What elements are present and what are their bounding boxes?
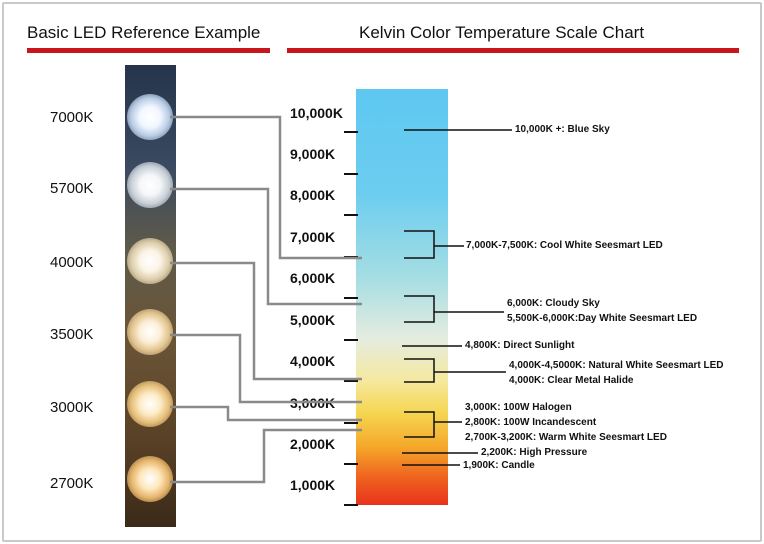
led-header-underline	[27, 48, 270, 53]
led-2700k	[127, 456, 173, 502]
scale-tick	[344, 173, 358, 175]
kelvin-header-underline	[287, 48, 739, 53]
connector-3500k	[170, 333, 362, 404]
kelvin-label-5000: 5,000K	[290, 312, 336, 328]
kelvin-label-8000: 8,000K	[290, 187, 336, 203]
strip-label-3500k: 3500K	[50, 326, 94, 343]
led-5700k	[127, 162, 173, 208]
led-3000k	[127, 381, 173, 427]
bracket-natural-white	[404, 358, 435, 383]
kelvin-color-scale	[356, 89, 448, 505]
scale-tick	[344, 504, 358, 506]
annotation-high-pressure: 2,200K: High Pressure	[481, 447, 588, 458]
led-reference-header: Basic LED Reference Example	[27, 23, 261, 42]
connector-3000k	[170, 405, 362, 422]
led-3500k	[127, 309, 173, 355]
kelvin-label-10000: 10,000K	[290, 105, 343, 121]
annotation-cool-white: 7,000K-7,500K: Cool White Seesmart LED	[466, 240, 663, 251]
kelvin-label-6000: 6,000K	[290, 270, 336, 286]
annotation-incandescent: 2,800K: 100W Incandescent	[465, 417, 597, 428]
scale-tick	[344, 214, 358, 216]
scale-tick	[344, 380, 358, 382]
annotation-day-white: 5,500K-6,000K:Day White Seesmart LED	[507, 313, 698, 324]
scale-tick	[344, 297, 358, 299]
strip-label-3000k: 3000K	[50, 399, 94, 416]
kelvin-label-1000: 1,000K	[290, 477, 336, 493]
kelvin-label-7000: 7,000K	[290, 229, 336, 245]
connector-5700k	[170, 187, 362, 306]
scale-tick	[344, 131, 358, 133]
strip-label-5700k: 5700K	[50, 180, 94, 197]
led-4000k	[127, 238, 173, 284]
bracket-cool-white	[404, 230, 435, 259]
annotation-cloudy-sky: 6,000K: Cloudy Sky	[507, 298, 600, 309]
strip-label-2700k: 2700K	[50, 475, 94, 492]
scale-tick	[344, 422, 358, 424]
annotation-natural-white: 4,000K-4,5000K: Natural White Seesmart L…	[509, 360, 724, 371]
connector-4000k	[170, 261, 362, 381]
led-strip	[125, 65, 176, 527]
annotation-metal-halide: 4,000K: Clear Metal Halide	[509, 375, 634, 386]
connector-7000k	[170, 115, 362, 260]
annotation-halogen: 3,000K: 100W Halogen	[465, 402, 572, 413]
annotation-warm-white: 2,700K-3,200K: Warm White Seesmart LED	[465, 432, 667, 443]
kelvin-label-4000: 4,000K	[290, 353, 336, 369]
scale-tick	[344, 339, 358, 341]
connector-2700k	[170, 428, 362, 484]
kelvin-label-2000: 2,000K	[290, 436, 336, 452]
bracket-day-white	[404, 295, 435, 323]
scale-tick	[344, 463, 358, 465]
strip-label-4000k: 4000K	[50, 254, 94, 271]
annotation-blue-sky: 10,000K +: Blue Sky	[515, 124, 610, 135]
annotation-direct-sunlight: 4,800K: Direct Sunlight	[465, 340, 575, 351]
kelvin-label-9000: 9,000K	[290, 146, 336, 162]
annotation-candle: 1,900K: Candle	[463, 460, 535, 471]
kelvin-scale-header: Kelvin Color Temperature Scale Chart	[359, 23, 645, 42]
strip-label-7000k: 7000K	[50, 109, 94, 126]
bracket-warm-white	[404, 411, 435, 438]
led-7000k	[127, 94, 173, 140]
